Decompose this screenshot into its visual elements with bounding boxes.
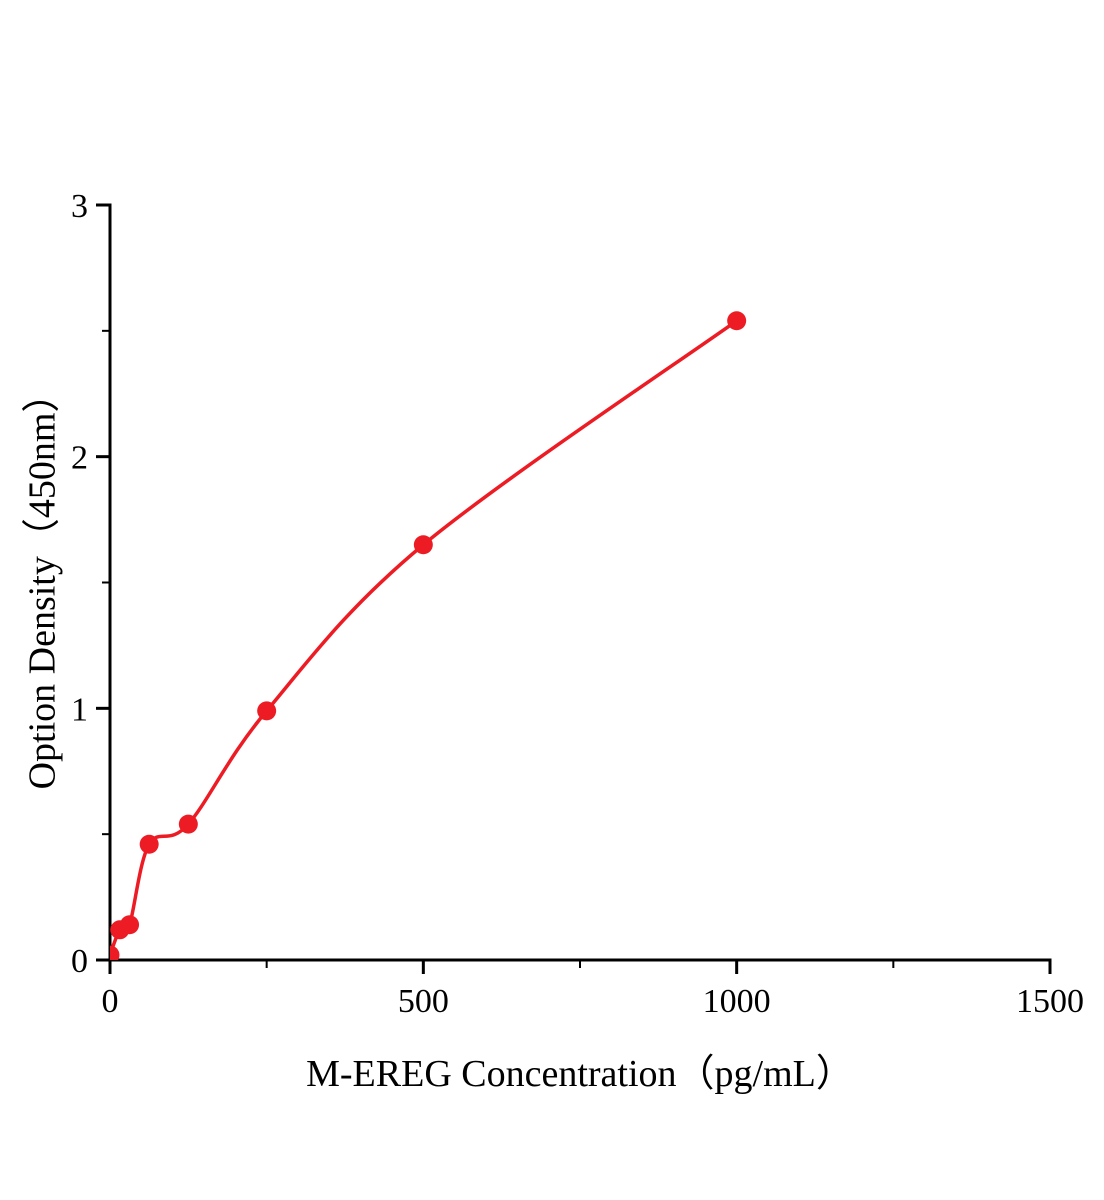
data-point-marker <box>139 834 159 854</box>
data-point-marker <box>110 945 120 960</box>
y-tick-label: 3 <box>71 188 88 225</box>
y-tick-label: 1 <box>71 691 88 728</box>
x-tick-label: 500 <box>398 983 449 1020</box>
y-axis-title: Option Density（450nm） <box>21 374 64 790</box>
tick-labels: 0 500 1000 1500 0 1 2 3 <box>71 188 1084 1020</box>
x-tick-label: 1000 <box>703 983 771 1020</box>
y-tick-label: 2 <box>71 440 88 477</box>
x-axis-title: M-EREG Concentration（pg/mL） <box>306 1053 854 1095</box>
x-tick-label: 0 <box>102 983 119 1020</box>
data-point-marker <box>727 311 747 331</box>
axis-ticks <box>96 203 1052 974</box>
axes <box>108 203 1052 962</box>
data-point-marker <box>178 814 198 834</box>
data-point-marker <box>413 535 433 555</box>
fit-curve <box>110 319 739 957</box>
data-point-marker <box>120 915 140 935</box>
data-points <box>110 311 747 960</box>
y-tick-label: 0 <box>71 943 88 980</box>
x-tick-label: 1500 <box>1016 983 1084 1020</box>
data-point-marker <box>257 701 277 721</box>
